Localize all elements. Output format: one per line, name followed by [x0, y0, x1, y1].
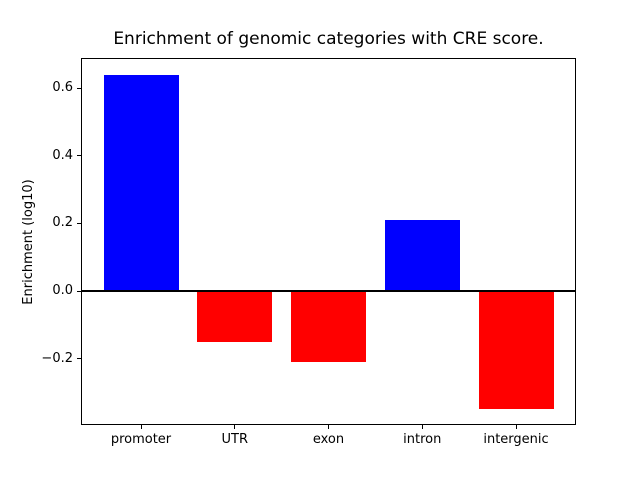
y-tick-label: 0.6 — [52, 80, 73, 96]
x-tick-mark — [234, 425, 236, 429]
y-tick-mark — [77, 290, 81, 292]
x-tick-label: promoter — [110, 432, 172, 447]
plot-area: 0.6 0.4 0.2 0.0 −0.2 promoter UTR exon intron int… — [41, 58, 576, 447]
y-tick-mark — [77, 87, 81, 89]
chart-title: Enrichment of genomic categories with CR… — [113, 29, 544, 49]
bar-exon — [291, 291, 366, 363]
x-tick-mark — [328, 425, 329, 429]
y-tick-label: 0.2 — [52, 215, 73, 231]
x-tick-label: exon — [312, 432, 345, 447]
bar-intron — [384, 220, 460, 292]
x-tick-mark — [515, 425, 517, 429]
y-tick-mark — [77, 358, 81, 360]
y-axis-label: Enrichment (log10) — [21, 179, 36, 305]
axes-border — [81, 58, 576, 425]
x-tick-mark — [140, 425, 142, 429]
y-tick-mark — [77, 155, 81, 157]
bar-intergenic — [478, 291, 554, 410]
x-tick-label: intron — [403, 432, 442, 447]
y-tick-label: −0.2 — [41, 350, 73, 366]
bar-UTR — [197, 291, 273, 342]
x-tick-label: UTR — [221, 432, 249, 447]
y-tick-mark — [77, 222, 81, 224]
zero-line — [81, 290, 576, 293]
y-tick-label: 0.0 — [52, 283, 73, 299]
x-tick-label: intergenic — [483, 432, 549, 447]
bar-promoter — [103, 74, 179, 292]
x-tick-mark — [421, 425, 423, 429]
y-tick-label: 0.4 — [52, 147, 73, 163]
